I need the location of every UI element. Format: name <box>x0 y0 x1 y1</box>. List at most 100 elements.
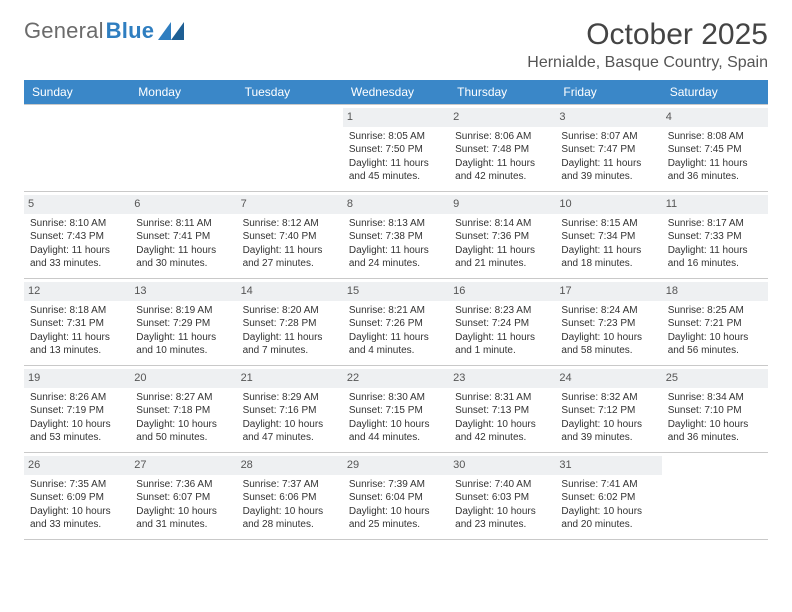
sunset-text: Sunset: 6:02 PM <box>561 491 655 505</box>
day-number: 4 <box>662 108 768 127</box>
day-cell: 2Sunrise: 8:06 AMSunset: 7:48 PMDaylight… <box>449 105 555 191</box>
sunset-text: Sunset: 7:38 PM <box>349 230 443 244</box>
sunset-text: Sunset: 7:21 PM <box>668 317 762 331</box>
daylight2-text: and 28 minutes. <box>243 518 337 532</box>
day-number: 25 <box>662 369 768 388</box>
sunset-text: Sunset: 7:41 PM <box>136 230 230 244</box>
daylight2-text: and 53 minutes. <box>30 431 124 445</box>
sunrise-text: Sunrise: 7:39 AM <box>349 478 443 492</box>
sunrise-text: Sunrise: 8:12 AM <box>243 217 337 231</box>
sunset-text: Sunset: 7:34 PM <box>561 230 655 244</box>
day-cell: 12Sunrise: 8:18 AMSunset: 7:31 PMDayligh… <box>24 279 130 365</box>
sunrise-text: Sunrise: 8:30 AM <box>349 391 443 405</box>
day-cell: 30Sunrise: 7:40 AMSunset: 6:03 PMDayligh… <box>449 453 555 539</box>
daylight1-text: Daylight: 10 hours <box>243 505 337 519</box>
day-cell: 27Sunrise: 7:36 AMSunset: 6:07 PMDayligh… <box>130 453 236 539</box>
daylight2-text: and 36 minutes. <box>668 170 762 184</box>
day-cell: 16Sunrise: 8:23 AMSunset: 7:24 PMDayligh… <box>449 279 555 365</box>
day-cell: 8Sunrise: 8:13 AMSunset: 7:38 PMDaylight… <box>343 192 449 278</box>
daylight1-text: Daylight: 10 hours <box>561 505 655 519</box>
daylight2-text: and 36 minutes. <box>668 431 762 445</box>
day-cell: 28Sunrise: 7:37 AMSunset: 6:06 PMDayligh… <box>237 453 343 539</box>
day-number: 26 <box>24 456 130 475</box>
day-number: 11 <box>662 195 768 214</box>
sunset-text: Sunset: 7:40 PM <box>243 230 337 244</box>
day-cell <box>662 453 768 539</box>
day-number: 17 <box>555 282 661 301</box>
brand-part2: Blue <box>106 18 154 44</box>
day-number: 30 <box>449 456 555 475</box>
day-header-thu: Thursday <box>449 80 555 104</box>
day-cell <box>24 105 130 191</box>
day-cell: 4Sunrise: 8:08 AMSunset: 7:45 PMDaylight… <box>662 105 768 191</box>
daylight2-text: and 23 minutes. <box>455 518 549 532</box>
brand-logo: GeneralBlue <box>24 18 184 44</box>
day-number: 14 <box>237 282 343 301</box>
daylight1-text: Daylight: 10 hours <box>136 418 230 432</box>
day-number: 10 <box>555 195 661 214</box>
week-row: 5Sunrise: 8:10 AMSunset: 7:43 PMDaylight… <box>24 191 768 278</box>
daylight2-text: and 25 minutes. <box>349 518 443 532</box>
daylight1-text: Daylight: 10 hours <box>455 418 549 432</box>
daylight1-text: Daylight: 10 hours <box>561 331 655 345</box>
day-number: 2 <box>449 108 555 127</box>
day-cell: 1Sunrise: 8:05 AMSunset: 7:50 PMDaylight… <box>343 105 449 191</box>
daylight1-text: Daylight: 11 hours <box>349 244 443 258</box>
daylight2-text: and 16 minutes. <box>668 257 762 271</box>
day-cell: 6Sunrise: 8:11 AMSunset: 7:41 PMDaylight… <box>130 192 236 278</box>
day-cell <box>130 105 236 191</box>
sunrise-text: Sunrise: 8:27 AM <box>136 391 230 405</box>
sunset-text: Sunset: 7:50 PM <box>349 143 443 157</box>
day-cell: 11Sunrise: 8:17 AMSunset: 7:33 PMDayligh… <box>662 192 768 278</box>
day-cell: 5Sunrise: 8:10 AMSunset: 7:43 PMDaylight… <box>24 192 130 278</box>
sunset-text: Sunset: 7:19 PM <box>30 404 124 418</box>
daylight2-text: and 39 minutes. <box>561 431 655 445</box>
sunrise-text: Sunrise: 8:10 AM <box>30 217 124 231</box>
day-header-mon: Monday <box>130 80 236 104</box>
sunset-text: Sunset: 7:36 PM <box>455 230 549 244</box>
sunrise-text: Sunrise: 8:21 AM <box>349 304 443 318</box>
daylight2-text: and 50 minutes. <box>136 431 230 445</box>
day-header-wed: Wednesday <box>343 80 449 104</box>
day-number: 12 <box>24 282 130 301</box>
daylight1-text: Daylight: 11 hours <box>136 331 230 345</box>
sunrise-text: Sunrise: 8:14 AM <box>455 217 549 231</box>
daylight1-text: Daylight: 11 hours <box>455 157 549 171</box>
location: Hernialde, Basque Country, Spain <box>527 54 768 72</box>
sunset-text: Sunset: 7:15 PM <box>349 404 443 418</box>
daylight1-text: Daylight: 10 hours <box>30 418 124 432</box>
day-cell: 17Sunrise: 8:24 AMSunset: 7:23 PMDayligh… <box>555 279 661 365</box>
sunrise-text: Sunrise: 8:18 AM <box>30 304 124 318</box>
daylight2-text: and 1 minute. <box>455 344 549 358</box>
daylight1-text: Daylight: 11 hours <box>455 244 549 258</box>
sunset-text: Sunset: 7:23 PM <box>561 317 655 331</box>
day-cell: 15Sunrise: 8:21 AMSunset: 7:26 PMDayligh… <box>343 279 449 365</box>
daylight2-text: and 24 minutes. <box>349 257 443 271</box>
day-number: 18 <box>662 282 768 301</box>
day-number: 27 <box>130 456 236 475</box>
day-cell: 18Sunrise: 8:25 AMSunset: 7:21 PMDayligh… <box>662 279 768 365</box>
daylight2-text: and 31 minutes. <box>136 518 230 532</box>
daylight1-text: Daylight: 10 hours <box>455 505 549 519</box>
day-cell: 10Sunrise: 8:15 AMSunset: 7:34 PMDayligh… <box>555 192 661 278</box>
day-header-sun: Sunday <box>24 80 130 104</box>
day-header-tue: Tuesday <box>237 80 343 104</box>
day-number: 13 <box>130 282 236 301</box>
sunset-text: Sunset: 7:33 PM <box>668 230 762 244</box>
sunset-text: Sunset: 7:12 PM <box>561 404 655 418</box>
day-cell: 31Sunrise: 7:41 AMSunset: 6:02 PMDayligh… <box>555 453 661 539</box>
day-cell: 14Sunrise: 8:20 AMSunset: 7:28 PMDayligh… <box>237 279 343 365</box>
daylight1-text: Daylight: 10 hours <box>136 505 230 519</box>
sunset-text: Sunset: 7:48 PM <box>455 143 549 157</box>
daylight2-text: and 56 minutes. <box>668 344 762 358</box>
sunset-text: Sunset: 7:16 PM <box>243 404 337 418</box>
daylight1-text: Daylight: 10 hours <box>349 505 443 519</box>
daylight1-text: Daylight: 10 hours <box>668 418 762 432</box>
daylight2-text: and 4 minutes. <box>349 344 443 358</box>
day-cell: 21Sunrise: 8:29 AMSunset: 7:16 PMDayligh… <box>237 366 343 452</box>
day-cell: 20Sunrise: 8:27 AMSunset: 7:18 PMDayligh… <box>130 366 236 452</box>
sunrise-text: Sunrise: 8:07 AM <box>561 130 655 144</box>
day-header-fri: Friday <box>555 80 661 104</box>
daylight1-text: Daylight: 10 hours <box>30 505 124 519</box>
daylight2-text: and 27 minutes. <box>243 257 337 271</box>
